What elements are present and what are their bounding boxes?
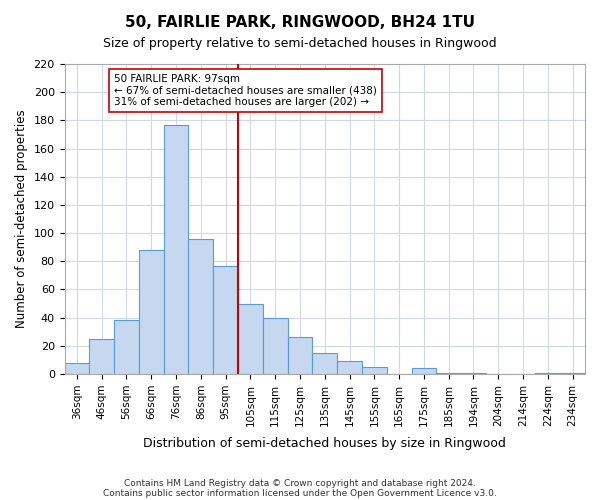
Bar — [412, 368, 436, 374]
Bar — [164, 124, 188, 374]
Bar — [238, 304, 263, 374]
Text: Contains HM Land Registry data © Crown copyright and database right 2024.: Contains HM Land Registry data © Crown c… — [124, 478, 476, 488]
Bar — [313, 353, 337, 374]
Text: 50 FAIRLIE PARK: 97sqm
← 67% of semi-detached houses are smaller (438)
31% of se: 50 FAIRLIE PARK: 97sqm ← 67% of semi-det… — [114, 74, 377, 107]
Text: Contains public sector information licensed under the Open Government Licence v3: Contains public sector information licen… — [103, 488, 497, 498]
Y-axis label: Number of semi-detached properties: Number of semi-detached properties — [15, 110, 28, 328]
Bar — [535, 372, 560, 374]
X-axis label: Distribution of semi-detached houses by size in Ringwood: Distribution of semi-detached houses by … — [143, 437, 506, 450]
Bar — [461, 372, 486, 374]
Bar — [89, 339, 114, 374]
Text: Size of property relative to semi-detached houses in Ringwood: Size of property relative to semi-detach… — [103, 38, 497, 51]
Bar — [362, 367, 387, 374]
Bar — [139, 250, 164, 374]
Bar — [436, 372, 461, 374]
Bar — [287, 338, 313, 374]
Bar — [188, 239, 213, 374]
Bar — [65, 363, 89, 374]
Bar — [337, 362, 362, 374]
Bar — [560, 372, 585, 374]
Bar — [114, 320, 139, 374]
Bar — [213, 266, 238, 374]
Text: 50, FAIRLIE PARK, RINGWOOD, BH24 1TU: 50, FAIRLIE PARK, RINGWOOD, BH24 1TU — [125, 15, 475, 30]
Bar — [263, 318, 287, 374]
